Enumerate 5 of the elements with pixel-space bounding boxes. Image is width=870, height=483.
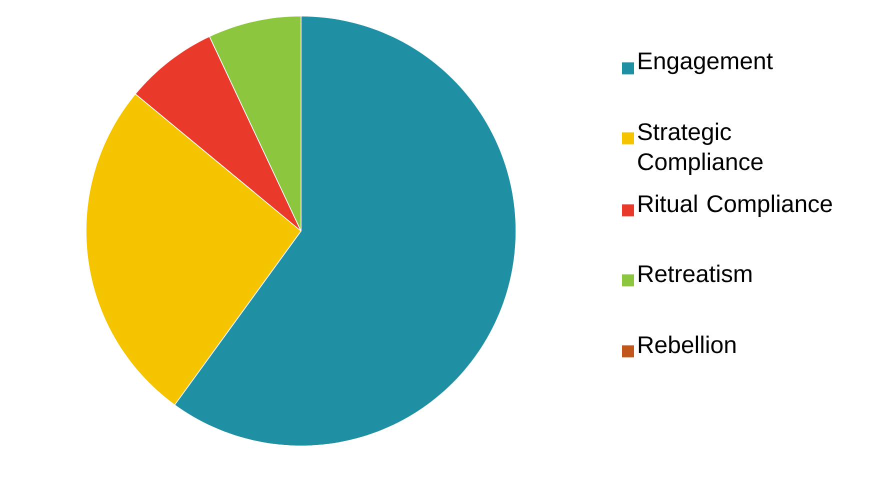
legend-label: Ritual Compliance <box>638 194 832 217</box>
legend-label: Strategic Compliance <box>638 122 763 175</box>
legend-label: Retreatism <box>638 264 752 282</box>
legend-label: Rebellion <box>638 336 736 354</box>
legend-label: Engagement <box>638 52 773 74</box>
